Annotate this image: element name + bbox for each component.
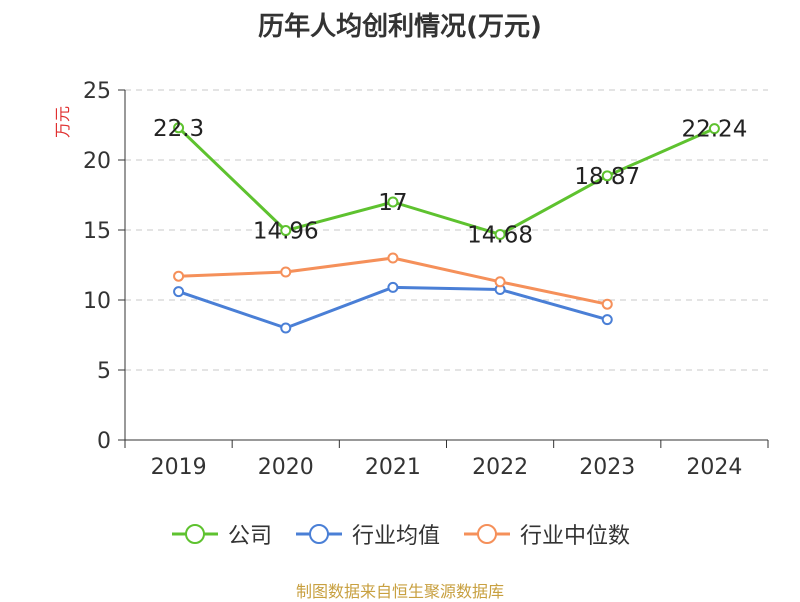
y-tick-label: 10 (83, 289, 111, 314)
data-point (387, 281, 399, 293)
x-tick-label: 2020 (258, 455, 314, 480)
data-point (601, 298, 613, 310)
data-point (601, 314, 613, 326)
data-label: 14.96 (253, 219, 319, 245)
legend-item[interactable]: 行业均值 (294, 518, 440, 550)
y-axis-label: 万元 (53, 106, 72, 138)
legend-swatch-icon (295, 524, 342, 544)
y-tick-label: 25 (83, 79, 111, 104)
legend-swatch-icon (464, 524, 510, 544)
data-point (280, 225, 292, 237)
data-labels: 22.3 14.96 17 14.68 18.87 22.24 (153, 116, 747, 249)
data-label: 17 (378, 190, 407, 216)
axes: 0 5 10 15 20 25 2019 2020 2021 2022 2023 2024 万元 (53, 79, 769, 480)
data-point (173, 270, 185, 282)
data-label: 22.24 (681, 117, 747, 143)
x-tick-label: 2022 (472, 455, 528, 480)
y-tick-label: 20 (83, 149, 111, 174)
x-tick-label: 2023 (579, 455, 635, 480)
x-tick-label: 2024 (686, 455, 742, 480)
data-label: 14.68 (467, 222, 533, 248)
legend-label: 行业均值 (351, 524, 440, 549)
series-line (178, 256, 608, 306)
series-lines (173, 122, 720, 334)
data-point (494, 228, 506, 240)
data-point (708, 123, 720, 135)
data-label: 22.3 (153, 116, 204, 142)
source-note: 制图数据来自恒生聚源数据库 (295, 582, 504, 601)
legend-swatch-icon (171, 524, 218, 544)
data-point (173, 286, 185, 298)
data-label: 18.87 (574, 164, 640, 190)
legend-item[interactable]: 行业中位数 (462, 518, 630, 550)
y-tick-label: 5 (97, 359, 111, 384)
data-point (387, 252, 399, 264)
series-line (177, 126, 716, 236)
series-line (178, 285, 608, 330)
x-tick-label: 2021 (365, 455, 421, 480)
chart-title: 历年人均创利情况(万元) (258, 12, 542, 42)
line-chart: 0 5 10 15 20 25 2019 2020 2021 2022 2023 2024 万元 22.… (53, 79, 769, 480)
y-tick-label: 0 (97, 429, 111, 454)
legend-item[interactable]: 公司 (170, 518, 272, 550)
legend-label: 公司 (227, 524, 272, 549)
legend: 公司 行业均值 行业中位数 (0, 518, 800, 550)
data-point (601, 170, 613, 182)
grid-lines (125, 89, 768, 371)
y-tick-label: 15 (83, 219, 111, 244)
data-point (173, 122, 185, 134)
legend-label: 行业中位数 (520, 524, 631, 549)
data-point (387, 196, 399, 208)
data-point (280, 322, 292, 334)
x-tick-label: 2019 (151, 455, 207, 480)
data-point (280, 266, 292, 278)
data-point (494, 276, 506, 288)
